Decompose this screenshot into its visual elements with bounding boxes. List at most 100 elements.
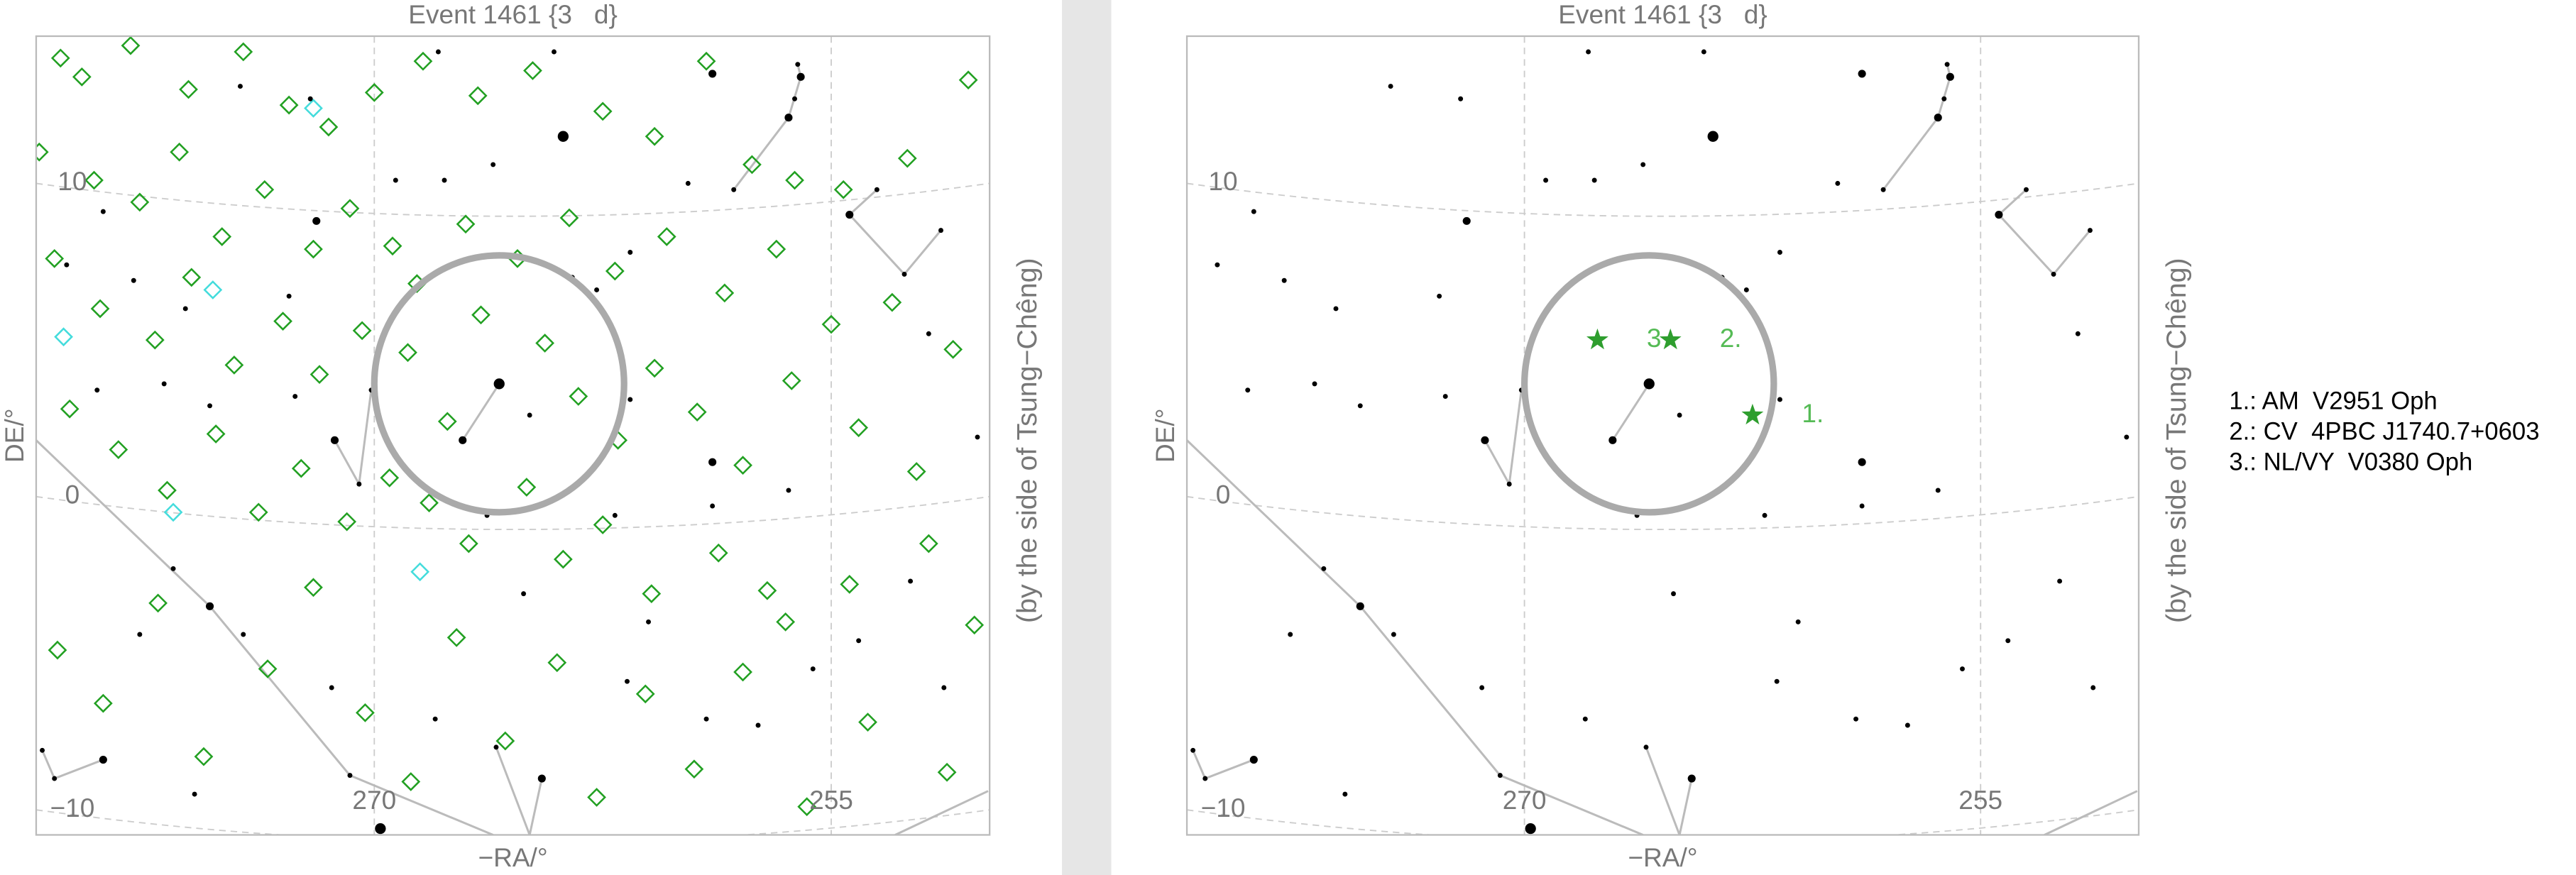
y-tick-label: 0 [65,480,80,510]
object-marker [684,759,704,779]
star [52,776,57,781]
star [521,591,527,597]
star [2051,271,2056,277]
object-marker [757,580,777,600]
grid-line [35,182,990,217]
constellation-line [1645,747,1693,835]
star [307,96,313,101]
star [238,84,243,89]
object-marker [517,478,537,497]
star [1251,209,1256,214]
star [796,72,805,81]
object-marker [687,402,707,422]
star [926,331,931,336]
object-marker [182,268,202,287]
object-marker [304,578,323,598]
star [1190,747,1196,753]
object-marker [645,358,664,378]
object-marker [145,330,165,350]
star [1321,566,1327,571]
object-marker [523,61,542,80]
object-marker [255,180,275,199]
chart-title: Event 1461 {3 d} [1558,0,1767,29]
object-marker [60,399,80,419]
star [1777,397,1782,402]
star [100,209,106,214]
object-marker [203,280,223,299]
star [792,96,797,101]
constellation-line [848,189,942,276]
object-marker [179,79,198,99]
constellation-line [495,747,543,835]
star [625,678,630,684]
field-circle [371,252,627,516]
object-marker [54,327,73,347]
object-marker [319,117,339,137]
object-marker [937,762,957,782]
star [1479,685,1485,690]
star [795,62,801,67]
star [1858,458,1866,466]
constellation-line [1187,439,1644,835]
object-marker [35,142,49,162]
field-circle [1520,252,1777,516]
x-tick-label: 255 [809,785,853,815]
star [347,773,353,778]
side-label: (by the side of Tsung−Chêng) [2161,258,2192,623]
star [1853,716,1859,722]
object-marker [158,480,177,500]
star [1543,177,1549,183]
object-label: 1. [1802,398,1824,428]
star [432,716,438,722]
y-tick-label: 0 [1216,480,1231,510]
star [493,744,499,750]
star [2090,685,2096,690]
star [941,685,947,690]
panel-divider [1062,0,1112,875]
star [1941,96,1947,101]
star [490,162,496,167]
x-tick-label: 270 [352,785,396,815]
star [784,114,793,122]
plot-area [1187,35,2139,835]
object-marker [130,192,150,212]
object-marker [696,51,716,71]
object-marker [897,148,917,168]
star [710,503,716,509]
object-marker [380,468,400,488]
star [1643,744,1649,750]
object-marker [906,462,926,481]
star [206,602,214,610]
object-marker [212,227,232,246]
star [1249,755,1258,764]
star [435,49,441,55]
star [786,488,791,493]
star [1946,72,1954,81]
object-star [1586,328,1608,350]
object-marker [708,543,728,563]
star [1859,503,1865,509]
object-marker [304,239,323,259]
star [708,458,717,466]
object-marker [248,502,268,522]
star [170,566,176,571]
object-marker [194,747,214,766]
object-marker [337,512,357,532]
star [1215,262,1220,268]
object-marker [90,299,110,319]
constellation-line [461,383,500,441]
plot-frame [35,35,991,836]
constellation-line [1192,749,1254,780]
star [1995,210,2003,219]
star [1777,250,1782,255]
star [161,381,167,387]
constellation-line [1882,64,1951,191]
object-marker [593,515,613,534]
object-marker [234,42,253,62]
object-marker [797,797,817,817]
star [1743,287,1749,292]
star [1960,666,1965,672]
star [1281,277,1287,283]
star [393,177,398,183]
object-marker [364,83,384,102]
